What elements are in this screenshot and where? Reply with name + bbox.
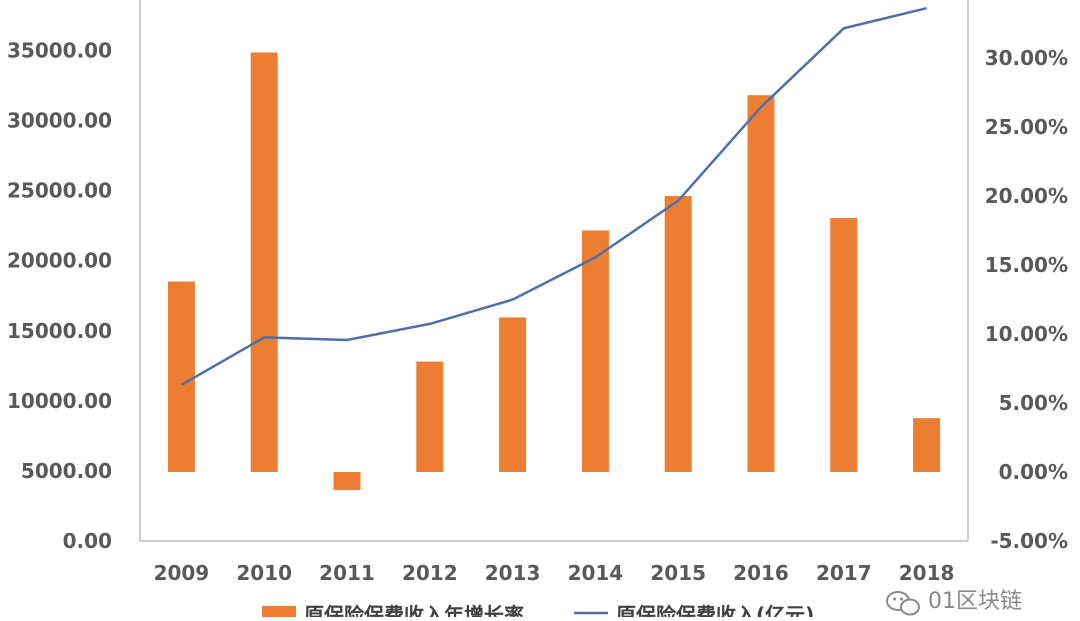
watermark-text: 01区块链 xyxy=(928,589,1022,614)
x-tick-label: 2018 xyxy=(899,561,955,585)
left-tick-label: 0.00 xyxy=(63,529,112,553)
bar xyxy=(581,230,609,472)
left-axis-ticks: 0.00 5000.00 10000.00 15000.00 20000.00 25000… xyxy=(7,38,112,553)
wechat-icon xyxy=(886,591,920,616)
bar xyxy=(167,281,195,472)
bar xyxy=(830,218,858,472)
bar xyxy=(747,95,775,472)
left-tick-label: 10000.00 xyxy=(7,389,112,413)
legend-line-label: 原保险保费收入(亿元) xyxy=(616,603,814,617)
right-axis-ticks: -5.00% 0.00% 5.00% 10.00% 15.00% 20.00% 25.00%… xyxy=(985,46,1068,553)
bar xyxy=(913,418,941,472)
right-tick-label: 10.00% xyxy=(985,322,1068,346)
bar xyxy=(499,317,527,472)
legend-bar-swatch xyxy=(262,606,296,620)
right-tick-label: 20.00% xyxy=(985,184,1068,208)
x-tick-label: 2013 xyxy=(485,561,541,585)
right-tick-label: 30.00% xyxy=(985,46,1068,70)
right-tick-label: 5.00% xyxy=(999,391,1068,415)
left-tick-label: 15000.00 xyxy=(7,319,112,343)
left-tick-label: 20000.00 xyxy=(7,249,112,273)
line-series xyxy=(180,6,927,386)
bar xyxy=(333,471,361,490)
x-tick-label: 2015 xyxy=(650,561,706,585)
right-tick-label: 15.00% xyxy=(985,253,1068,277)
x-tick-label: 2010 xyxy=(236,561,292,585)
left-tick-label: 30000.00 xyxy=(7,109,112,133)
x-tick-label: 2016 xyxy=(733,561,789,585)
left-tick-label: 25000.00 xyxy=(7,179,112,203)
x-tick-label: 2012 xyxy=(402,561,458,585)
left-tick-label: 35000.00 xyxy=(7,38,112,62)
right-tick-label: -5.00% xyxy=(990,529,1068,553)
x-tick-label: 2017 xyxy=(816,561,872,585)
bar xyxy=(416,361,444,472)
bar xyxy=(250,52,278,472)
left-tick-label: 5000.00 xyxy=(21,459,112,483)
x-tick-label: 2011 xyxy=(319,561,375,585)
bar-series xyxy=(167,52,941,490)
x-tick-label: 2014 xyxy=(568,561,624,585)
legend-bar-label: 原保险保费收入年增长率 xyxy=(304,603,524,617)
right-tick-label: 0.00% xyxy=(999,460,1068,484)
right-tick-label: 25.00% xyxy=(985,115,1068,139)
x-axis-ticks: 2009 2010 2011 2012 2013 2014 2015 2016 2017 2018 xyxy=(154,561,955,585)
bar xyxy=(664,195,692,472)
watermark: 01区块链 xyxy=(886,589,1022,616)
x-tick-label: 2009 xyxy=(154,561,210,585)
legend: 原保险保费收入年增长率 原保险保费收入(亿元) xyxy=(262,603,814,621)
